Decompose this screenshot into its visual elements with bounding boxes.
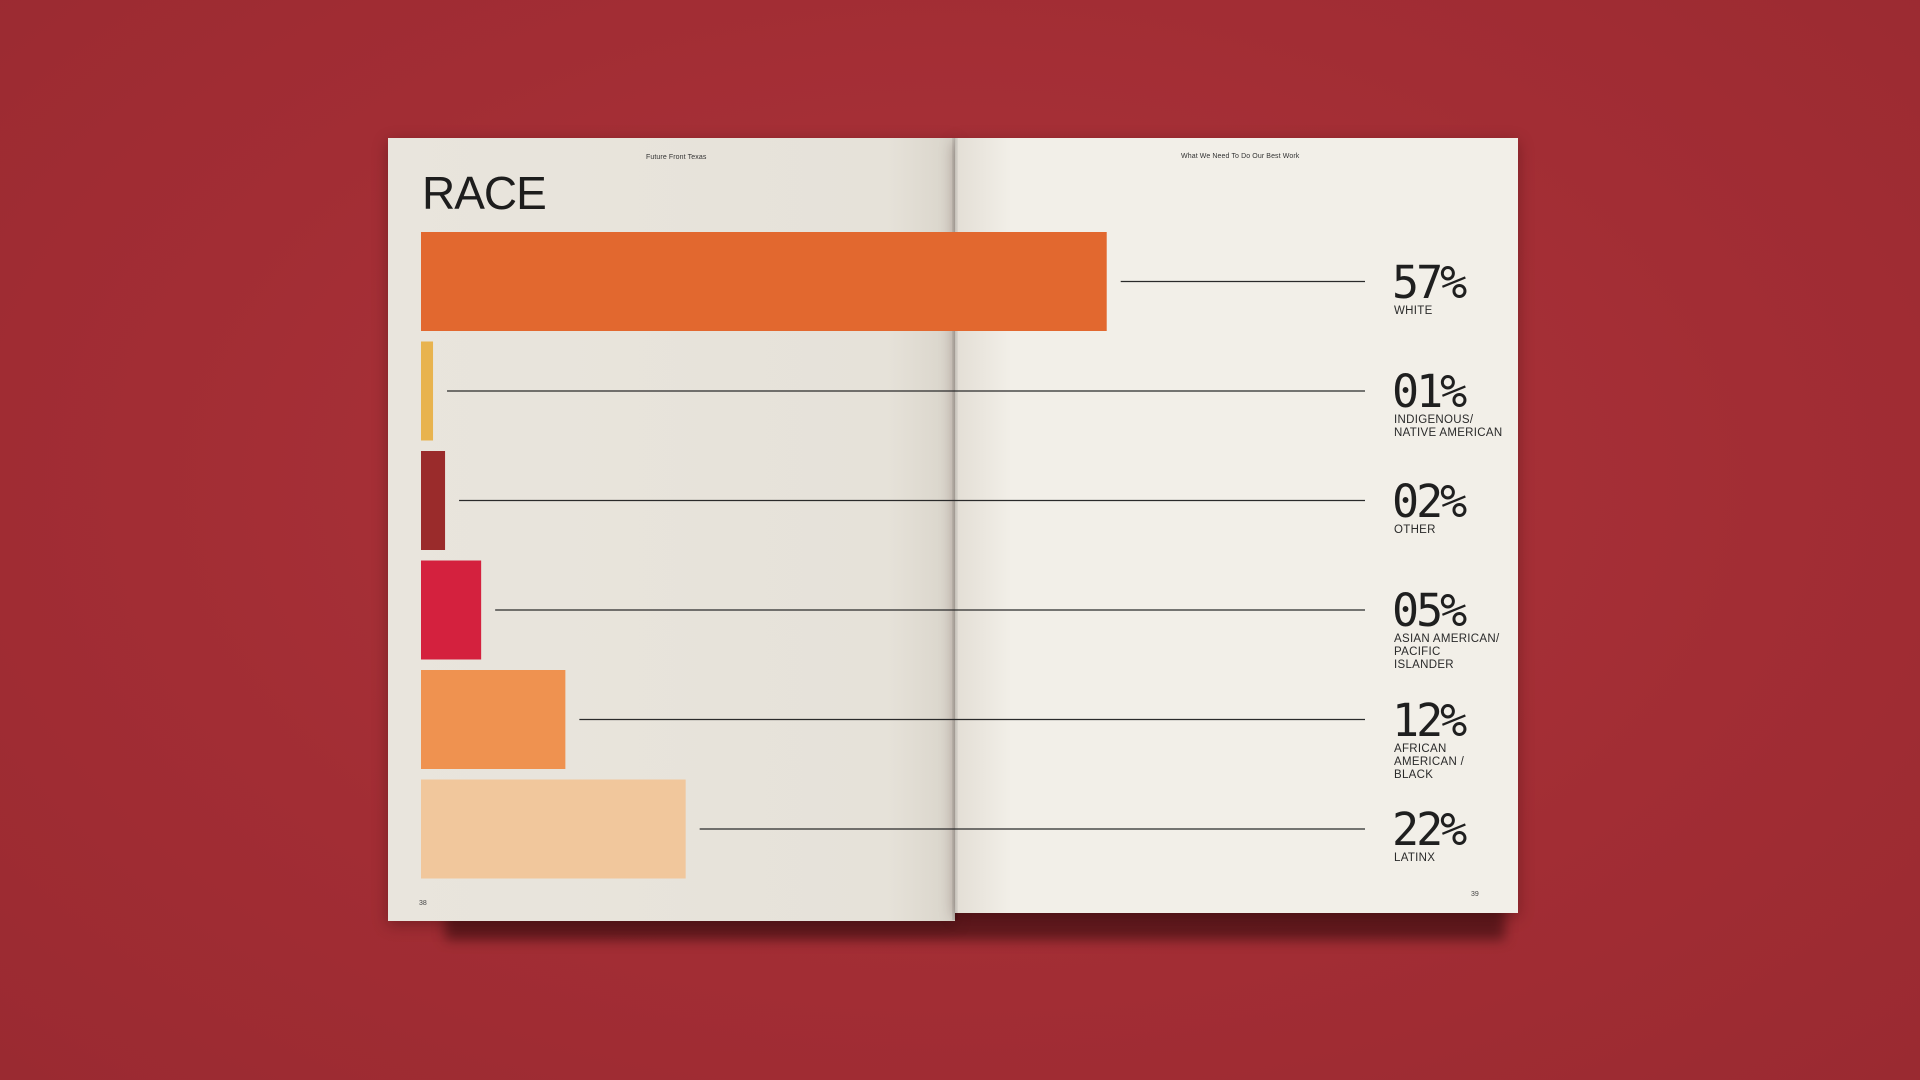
value-label-2: 02% [1392, 474, 1467, 528]
bar-0 [421, 232, 1107, 331]
left-running-head: Future Front Texas [646, 154, 707, 161]
bar-4 [421, 670, 566, 769]
chart-title: RACE [422, 167, 547, 219]
right-page-number: 39 [1471, 891, 1479, 898]
bar-1 [421, 341, 434, 441]
bar-3 [421, 560, 482, 660]
right-running-head: What We Need To Do Our Best Work [1181, 153, 1300, 160]
bar-2 [421, 451, 446, 550]
value-label-5: 22% [1392, 803, 1467, 856]
category-label-3: ASIAN AMERICAN/ PACIFIC ISLANDER [1394, 633, 1500, 671]
value-label-4: 12% [1392, 693, 1467, 747]
book-spine [952, 138, 958, 920]
category-label-5: LATINX [1394, 852, 1436, 864]
value-label-1: 01% [1392, 365, 1467, 418]
category-label-0: WHITE [1394, 304, 1433, 317]
left-page-number: 38 [419, 900, 427, 907]
value-label-3: 05% [1392, 584, 1467, 637]
bar-5 [421, 779, 686, 879]
value-label-0: 57% [1392, 255, 1467, 309]
category-label-4: AFRICAN AMERICAN / BLACK [1394, 742, 1465, 781]
category-label-2: OTHER [1394, 523, 1436, 536]
category-label-1: INDIGENOUS/ NATIVE AMERICAN [1394, 414, 1503, 439]
